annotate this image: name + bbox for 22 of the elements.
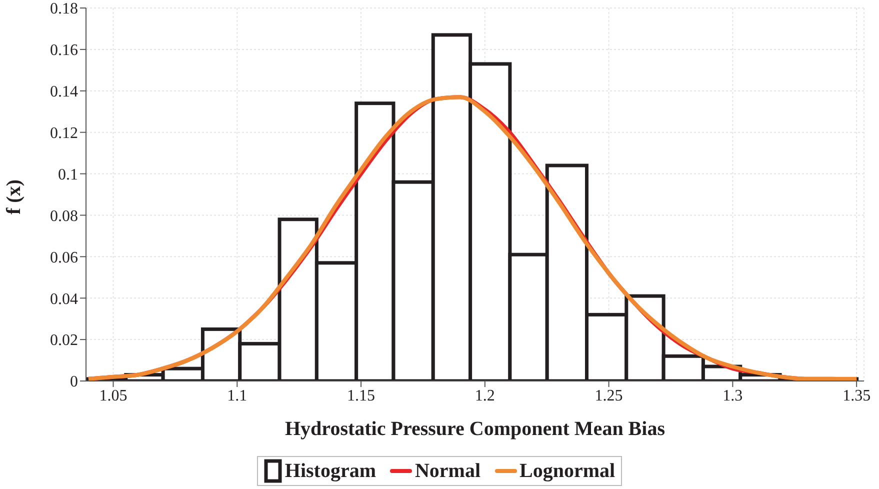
y-tick-label: 0.1 — [58, 166, 78, 184]
y-tick-label: 0.02 — [50, 332, 78, 350]
x-tick-label: 1.15 — [347, 387, 376, 404]
x-tick-label: 1.1 — [227, 387, 248, 404]
x-tick-label: 1.25 — [594, 387, 623, 404]
x-tick-label: 1.3 — [722, 387, 743, 404]
y-tick-label: 0.12 — [50, 125, 78, 142]
y-tick-label: 0.14 — [50, 84, 78, 101]
legend-label: Normal — [414, 460, 481, 482]
y-tick-label: 0.18 — [50, 0, 78, 18]
y-tick-label: 0.08 — [50, 208, 78, 225]
x-tick-label: 1.05 — [99, 387, 128, 404]
x-axis-title: Hydrostatic Pressure Component Mean Bias — [284, 418, 666, 441]
x-tick-label: 1.35 — [842, 387, 871, 404]
y-tick-label: 0.04 — [50, 290, 78, 308]
x-tick-label: 1.2 — [474, 387, 495, 404]
legend-label: Histogram — [284, 460, 376, 482]
y-tick-label: 0 — [70, 374, 78, 391]
y-tick-label: 0.06 — [50, 249, 78, 266]
y-axis-title: f (x) — [3, 180, 26, 214]
legend-label: Lognormal — [520, 460, 616, 482]
y-tick-label: 0.16 — [50, 42, 78, 60]
